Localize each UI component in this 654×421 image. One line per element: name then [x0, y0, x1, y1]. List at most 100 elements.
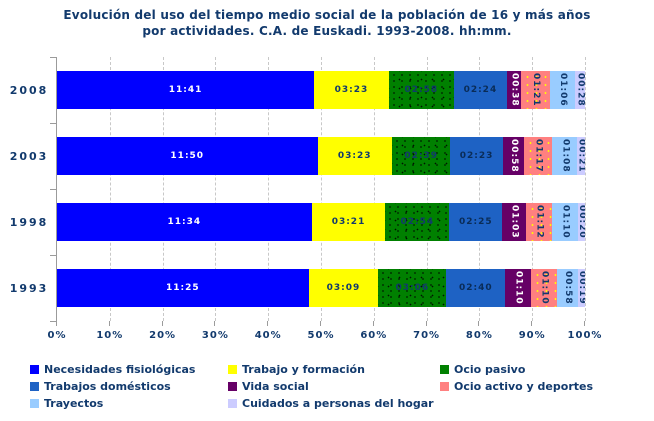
bar-segment-label: 01:08: [560, 139, 571, 173]
x-axis-tick: [108, 321, 110, 326]
x-axis-label: 20%: [149, 330, 177, 341]
bar-segment-label: 01:17: [533, 139, 544, 173]
bar-segment-label: 00:58: [508, 139, 519, 173]
bar-segment-label: 00:28: [575, 73, 585, 107]
gridline: [109, 57, 111, 321]
x-axis-label: 30%: [201, 330, 229, 341]
bar-segment: 00:28: [574, 71, 585, 109]
gridline: [268, 57, 270, 321]
gridline: [215, 57, 217, 321]
category-label-2003: 2003: [9, 149, 49, 163]
bar-segment: 02:23: [450, 137, 503, 175]
chart-title-line2: por actividades. C.A. de Euskadi. 1993-2…: [142, 24, 512, 38]
legend-item: Ocio activo y deportes: [440, 380, 593, 393]
bar-segment: 01:12: [525, 203, 552, 241]
x-axis-tick: [320, 321, 321, 326]
bar-segment: 02:25: [449, 203, 503, 241]
bar-segment: 02:39: [391, 137, 451, 175]
bar-segment-label: 01:21: [531, 73, 542, 107]
x-axis-tick: [214, 321, 216, 326]
bar-segment: 11:25: [57, 269, 309, 307]
x-axis-tick: [56, 321, 57, 326]
x-axis-label: 0%: [47, 330, 67, 341]
bar-segment-label: 11:25: [166, 282, 200, 293]
bar-segment-label: 01:12: [534, 205, 545, 239]
y-axis-tick: [50, 189, 56, 190]
bar-row-1993: 11:25 03:09 03:06 02:40 01:10 01:10 00:58 00:19: [57, 269, 585, 307]
x-axis-tick: [267, 321, 269, 326]
legend-label: Cuidados a personas del hogar: [242, 397, 434, 410]
legend-swatch: [228, 365, 237, 374]
legend-label: Ocio activo y deportes: [454, 380, 594, 393]
bar-segment-label: 02:40: [459, 282, 493, 293]
x-axis-label: 90%: [518, 330, 546, 341]
bar-segment-label: 02:25: [459, 216, 493, 227]
x-axis-tick: [584, 321, 585, 326]
y-axis-tick: [50, 57, 56, 58]
legend-swatch: [440, 365, 449, 374]
x-axis-tick: [531, 321, 533, 326]
bar-segment: 01:10: [505, 269, 531, 307]
bar-segment-label: 11:41: [168, 84, 203, 95]
bar-segment: 00:20: [577, 203, 585, 241]
bar-segment: 11:34: [57, 203, 312, 241]
bar-segment: 00:58: [556, 269, 578, 307]
bar-segment-label: 00:19: [577, 271, 585, 305]
chart-title: Evolución del uso del tiempo medio socia…: [0, 7, 654, 39]
gridline: [479, 57, 481, 321]
bar-segment: 01:17: [524, 137, 553, 175]
bar-segment: 03:23: [317, 137, 392, 175]
x-axis-label: 70%: [413, 330, 441, 341]
bar-segment: 01:21: [520, 71, 551, 109]
legend-item: Trabajo y formación: [228, 363, 440, 376]
bar-segment: 00:19: [577, 269, 585, 307]
bar-segment-label: 00:58: [562, 271, 573, 305]
bar-row-1998: 11:34 03:21 02:54 02:25 01:03 01:12 01:10 00:20: [57, 203, 585, 241]
y-axis-tick: [50, 321, 56, 322]
bar-segment-label: 01:06: [558, 73, 569, 107]
legend-swatch: [228, 399, 237, 408]
bar-segment: 00:58: [502, 137, 525, 175]
bar-segment-label: 00:38: [509, 73, 520, 107]
legend-item: Ocio pasivo: [440, 363, 593, 376]
bar-segment-label: 03:23: [334, 84, 369, 95]
bar-segment: 01:08: [552, 137, 578, 175]
x-axis-label: 80%: [465, 330, 493, 341]
x-axis-tick: [161, 321, 163, 326]
bar-segment: 01:03: [502, 203, 526, 241]
chart-title-line1: Evolución del uso del tiempo medio socia…: [63, 8, 591, 22]
bar-segment-label: 00:20: [577, 205, 585, 239]
bar-segment-label: 02:58: [404, 84, 439, 95]
y-axis-line: [56, 57, 57, 321]
legend: Necesidades fisiológicas Trabajo y formac…: [30, 363, 593, 410]
bar-segment: 11:50: [57, 137, 318, 175]
legend-item: Trabajos domésticos: [30, 380, 228, 393]
gridline: [585, 57, 586, 321]
bar-segment: 02:58: [388, 71, 454, 109]
x-axis-tick: [425, 321, 427, 326]
category-label-1998: 1998: [9, 215, 49, 229]
gridline: [162, 57, 164, 321]
bar-segment-label: 03:09: [326, 282, 361, 293]
legend-label: Trabajo y formación: [242, 363, 365, 376]
bar-segment: 01:10: [530, 269, 557, 307]
x-axis-label: 60%: [360, 330, 388, 341]
bar-segment: 00:21: [577, 137, 585, 175]
bar-segment: 03:06: [378, 269, 447, 307]
bar-segment: 03:21: [311, 203, 386, 241]
bar-segment-label: 02:54: [400, 216, 435, 227]
bar-segment: 03:23: [314, 71, 389, 109]
bar-segment-label: 01:10: [560, 205, 571, 239]
x-axis-tick: [372, 321, 374, 326]
bar-segment: 03:09: [308, 269, 379, 307]
bar-segment-label: 01:10: [539, 271, 550, 305]
bar-segment: 02:40: [446, 269, 506, 307]
legend-item: Necesidades fisiológicas: [30, 363, 228, 376]
bar-segment-label: 02:23: [459, 150, 494, 161]
gridline: [426, 57, 428, 321]
legend-swatch: [30, 382, 39, 391]
bar-segment: 11:41: [57, 71, 315, 109]
gridline: [532, 57, 534, 321]
bar-segment-label: 01:03: [509, 205, 520, 239]
gridline: [321, 57, 322, 321]
